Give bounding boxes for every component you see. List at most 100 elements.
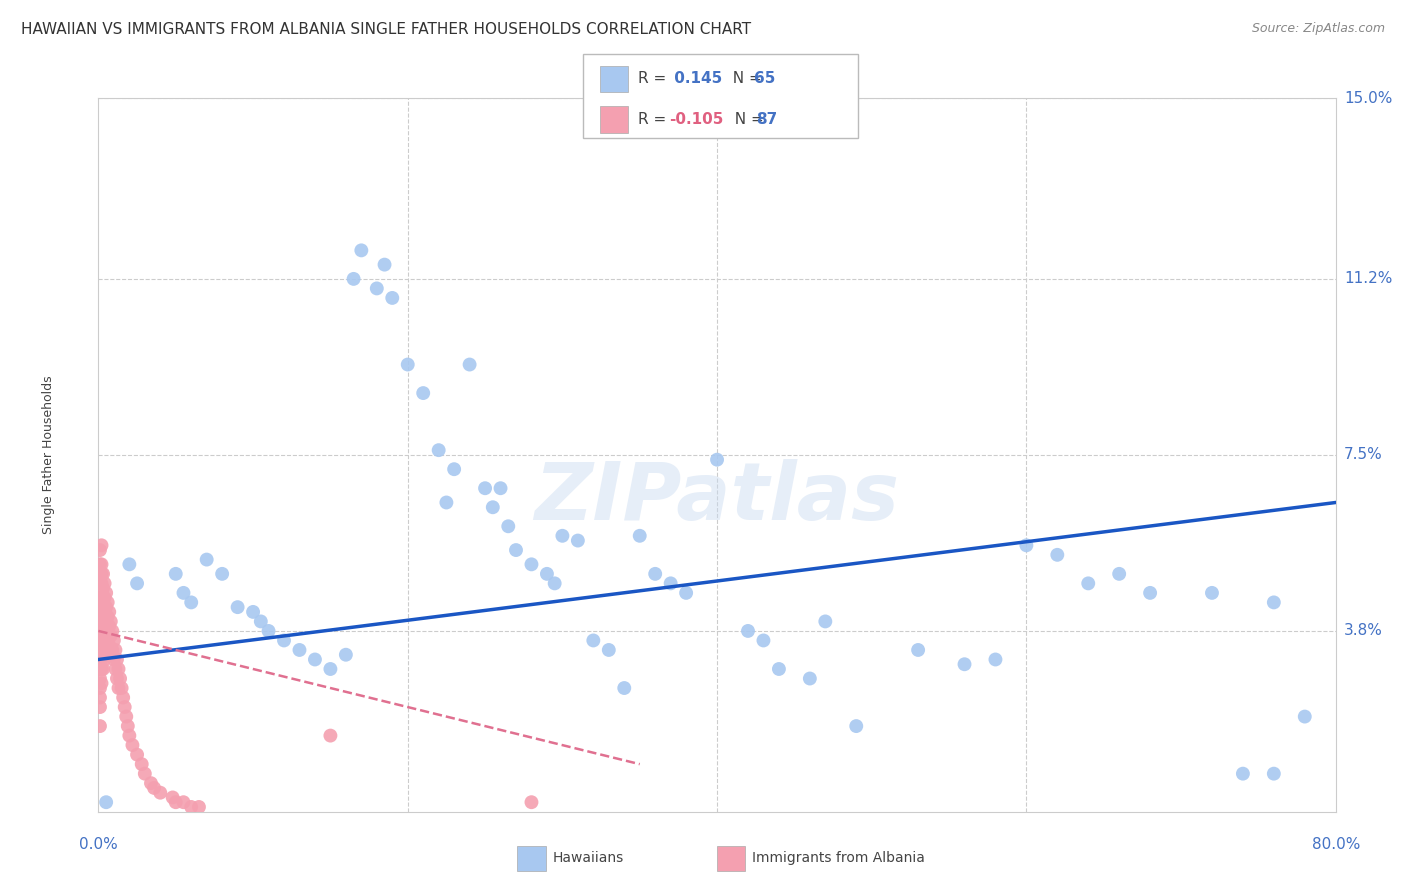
Point [953,657,976,672]
Point [90,652,112,666]
Point [582,633,605,648]
Point [1077,576,1099,591]
Point [381,291,404,305]
Point [118,558,141,572]
Point [343,272,366,286]
Point [89,719,111,733]
Point [396,358,419,372]
Point [101,624,124,638]
Point [551,529,574,543]
Point [659,576,682,591]
Point [89,633,111,648]
Point [752,633,775,648]
Point [89,543,111,558]
Point [288,643,311,657]
Point [458,358,481,372]
Point [1294,709,1316,723]
Point [101,643,124,657]
Point [195,552,218,566]
Point [98,638,121,652]
Point [93,619,115,633]
Point [149,786,172,800]
Point [89,615,111,629]
Text: N =: N = [723,71,766,87]
Point [89,672,111,686]
Point [104,662,127,676]
Point [108,672,131,686]
Point [91,619,114,633]
Point [543,576,565,591]
Point [90,662,112,676]
Point [172,795,194,809]
Point [131,757,153,772]
Point [489,481,512,495]
Point [89,652,111,666]
Point [90,591,112,605]
Text: 3.8%: 3.8% [1344,624,1384,639]
Point [319,729,342,743]
Point [90,538,112,552]
Point [162,790,184,805]
Point [93,633,115,648]
Point [90,576,112,591]
Point [907,643,929,657]
Text: ZIPatlas: ZIPatlas [534,458,900,537]
Point [89,600,111,615]
Point [96,586,118,600]
Text: 7.5%: 7.5% [1344,448,1382,462]
Point [90,566,112,581]
Point [427,443,450,458]
Point [443,462,465,476]
Point [91,662,114,676]
Point [226,600,249,615]
Point [89,566,111,581]
Point [319,662,342,676]
Point [103,652,125,666]
Point [1263,595,1285,609]
Point [984,652,1007,666]
Point [97,609,120,624]
Point [100,648,122,662]
Point [628,529,651,543]
Point [598,643,620,657]
Point [90,676,112,690]
Text: N =: N = [725,112,769,128]
Point [1108,566,1130,581]
Point [768,662,790,676]
Text: HAWAIIAN VS IMMIGRANTS FROM ALBANIA SINGLE FATHER HOUSEHOLDS CORRELATION CHART: HAWAIIAN VS IMMIGRANTS FROM ALBANIA SING… [21,22,751,37]
Text: R =: R = [638,112,672,128]
Point [180,800,202,814]
Point [103,633,125,648]
Point [96,600,118,615]
Point [134,766,156,780]
Point [93,652,115,666]
Point [498,519,520,533]
Point [89,624,111,638]
Point [104,643,127,657]
Point [139,776,162,790]
Point [89,700,111,714]
Point [257,624,280,638]
Point [100,615,122,629]
Point [111,681,132,695]
Point [114,700,136,714]
Point [335,648,357,662]
Point [250,615,273,629]
Point [366,281,388,295]
Point [127,747,149,762]
Point [1232,766,1254,780]
Point [90,558,112,572]
Point [89,558,111,572]
Text: 11.2%: 11.2% [1344,271,1392,286]
Point [90,624,112,638]
Text: -0.105: -0.105 [669,112,724,128]
Point [96,795,118,809]
Point [1015,538,1038,552]
Point [520,558,543,572]
Point [96,615,118,629]
Point [90,615,112,629]
Point [188,800,211,814]
Point [96,633,118,648]
Point [107,681,129,695]
Point [89,681,111,695]
